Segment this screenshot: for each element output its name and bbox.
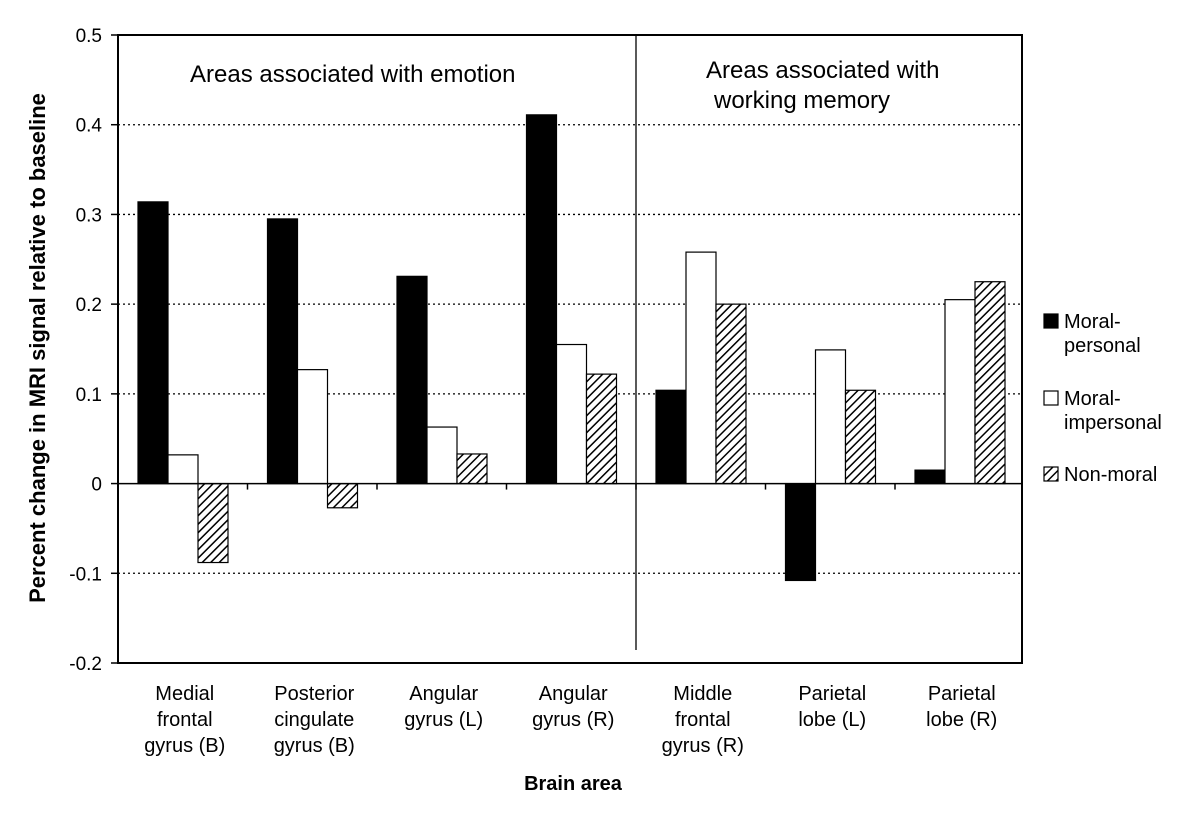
y-axis-label: Percent change in MRI signal relative to… (25, 93, 50, 603)
x-axis: Medial frontal gyrus (B) Posterior cingulate… (144, 483, 997, 757)
bar-s1-c0 (167, 454, 199, 485)
annotations: Areas associated with emotion Areas assoc… (190, 57, 939, 114)
bar-s2-c3 (585, 373, 618, 485)
plot-frame (117, 34, 1023, 664)
bar-s0-c1 (266, 218, 299, 485)
bar-s1-c6 (944, 299, 976, 485)
legend: Moral-personal Moral-impersonal Non-moral (1043, 311, 1162, 486)
x-tick-label: Parietal lobe (R) (926, 683, 997, 731)
region-annotation: Areas associated with emotion (190, 61, 516, 88)
bar-s0-c6 (914, 469, 946, 485)
bar-s0-c3 (525, 114, 558, 485)
bar-s0-c4 (655, 389, 687, 485)
y-tick-label: 0.4 (76, 116, 103, 137)
bar-s2-c1 (326, 482, 359, 509)
x-tick-label: Medial frontal gyrus (B) (144, 683, 225, 757)
legend-label: Non-moral (1064, 464, 1157, 486)
legend-label: Moral-impersonal (1064, 388, 1162, 434)
y-tick-label: 0.2 (76, 295, 102, 316)
bar-s0-c2 (396, 275, 428, 485)
x-axis-label: Brain area (524, 773, 623, 795)
y-tick-label: 0 (91, 475, 102, 496)
x-tick-label: Posterior cingulate gyrus (B) (274, 683, 355, 757)
legend-swatch (1043, 390, 1059, 406)
y-tick-label: 0.3 (76, 205, 102, 226)
bar-s1-c5 (814, 349, 847, 485)
x-tick-label: Angular gyrus (L) (404, 683, 483, 731)
bar-s1-c3 (555, 343, 588, 485)
y-tick-label: 0.5 (76, 26, 102, 47)
bar-s1-c1 (296, 369, 329, 485)
bar-s1-c2 (426, 426, 458, 485)
x-tick-label: Middle frontal gyrus (R) (662, 683, 744, 757)
legend-label: Moral-personal (1064, 311, 1141, 357)
bar-s2-c4 (715, 303, 747, 485)
bar-s2-c2 (456, 453, 488, 485)
bar-s2-c5 (844, 389, 877, 485)
region-annotation: Areas associated with working memory (706, 57, 939, 114)
bar-s0-c5 (784, 482, 817, 582)
legend-swatch (1043, 466, 1059, 482)
x-tick-label: Parietal lobe (L) (798, 683, 866, 731)
y-tick-label: -0.2 (69, 654, 102, 675)
y-axis: -0.2 -0.1 0 0.1 0.2 0.3 0.4 0.5 (69, 26, 118, 675)
y-tick-label: 0.1 (76, 385, 102, 406)
bar-s0-c0 (137, 201, 169, 485)
plot-border (117, 34, 1023, 664)
legend-swatch (1043, 313, 1059, 329)
bar-s2-c0 (197, 482, 229, 564)
bars (137, 114, 1006, 582)
y-tick-label: -0.1 (69, 564, 102, 585)
x-tick-label: Angular gyrus (R) (532, 683, 614, 731)
bar-s1-c4 (685, 251, 717, 485)
bar-s2-c6 (974, 281, 1006, 485)
